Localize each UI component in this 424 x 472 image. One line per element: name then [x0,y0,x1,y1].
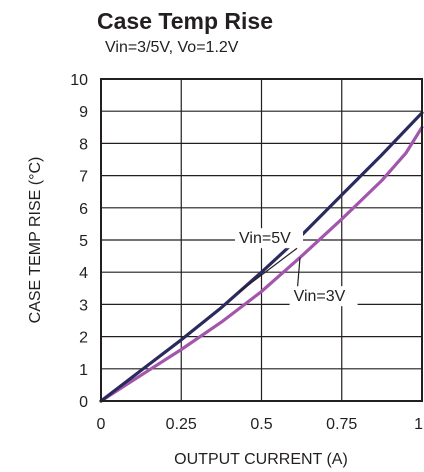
y-tick-label: 8 [79,136,88,153]
y-axis-label: CASE TEMP RISE (°C) [27,157,44,324]
y-tick-label: 3 [79,297,88,314]
series-line-vin-3v [99,125,424,403]
annotation-leader [238,247,298,293]
series-lines [99,111,424,403]
y-tick-label: 2 [79,330,88,347]
annotation-label: Vin=3V [294,288,346,305]
chart-subtitle: Vin=3/5V, Vo=1.2V [105,39,239,56]
annotation-bg [289,286,358,307]
x-tick-label: 0.75 [326,416,357,433]
y-tick-label: 4 [79,265,88,282]
annotation-bg [235,228,304,249]
series-line-vin-5v [99,111,424,403]
x-tick-label: 0.25 [166,416,197,433]
y-tick-labels: 0 1 2 3 4 5 6 7 8 9 10 [70,72,88,411]
y-tick-label: 10 [70,72,88,89]
x-tick-label: 0 [97,416,106,433]
y-tick-label: 9 [79,104,88,121]
x-axis-label: OUTPUT CURRENT (A) [174,451,348,468]
y-tick-label: 5 [79,233,88,250]
chart-title: Case Temp Rise [97,8,273,34]
annotation-label: Vin=5V [239,230,291,247]
y-tick-label: 0 [79,394,88,411]
x-tick-labels: 0 0.25 0.5 0.75 1 [97,416,424,433]
y-tick-label: 1 [79,362,88,379]
plot-frame [100,78,423,402]
y-tick-label: 7 [79,169,88,186]
annotation-leader [297,257,301,287]
annotations: Vin=5V Vin=3V [235,228,358,307]
x-tick-label: 0.5 [250,416,272,433]
x-tick-label: 1 [414,416,423,433]
y-tick-label: 6 [79,201,88,218]
